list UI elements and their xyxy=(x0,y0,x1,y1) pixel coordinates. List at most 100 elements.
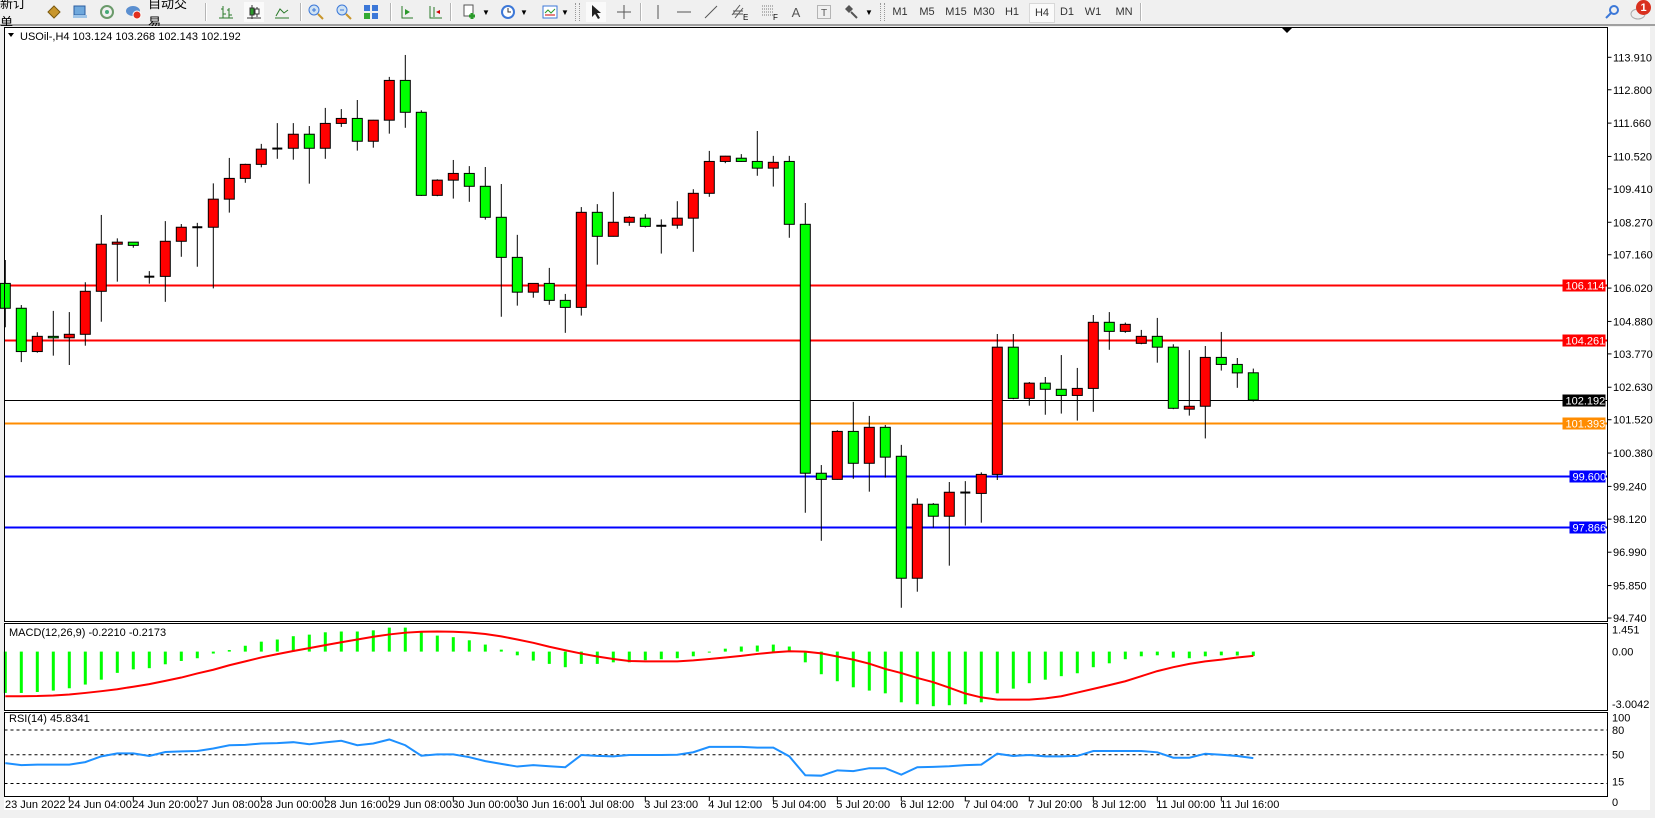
candle[interactable] xyxy=(703,150,715,197)
trendline-icon[interactable] xyxy=(701,2,721,22)
candle[interactable] xyxy=(735,154,747,162)
periods-clock-icon[interactable] xyxy=(498,2,518,22)
candle[interactable] xyxy=(303,126,315,184)
candle[interactable] xyxy=(207,183,219,289)
candle[interactable] xyxy=(847,401,859,479)
chart-shift-icon[interactable] xyxy=(425,2,445,22)
candle[interactable] xyxy=(559,293,571,333)
candle[interactable] xyxy=(1167,344,1179,410)
candle[interactable] xyxy=(1199,345,1211,439)
candle[interactable] xyxy=(239,163,251,183)
candle[interactable] xyxy=(47,310,59,356)
text-icon[interactable]: A xyxy=(791,4,801,20)
candle[interactable] xyxy=(607,191,619,237)
candle[interactable] xyxy=(479,166,491,220)
candle[interactable] xyxy=(1103,312,1115,350)
candle[interactable] xyxy=(927,503,939,528)
candle[interactable] xyxy=(335,109,347,127)
arrows-icon[interactable] xyxy=(843,2,863,22)
templates-icon[interactable] xyxy=(540,2,560,22)
candle[interactable] xyxy=(863,415,875,492)
candle[interactable] xyxy=(960,481,971,526)
candle[interactable] xyxy=(1247,368,1259,402)
candle[interactable] xyxy=(367,119,379,148)
candle[interactable] xyxy=(255,143,267,168)
market-watch-icon[interactable] xyxy=(44,2,64,22)
candle[interactable] xyxy=(831,430,843,480)
candle[interactable] xyxy=(1119,322,1131,333)
candle[interactable] xyxy=(799,202,811,513)
candle[interactable] xyxy=(175,224,187,257)
candle[interactable] xyxy=(943,482,955,566)
vertical-line-icon[interactable] xyxy=(648,2,668,22)
candle[interactable] xyxy=(671,201,683,229)
candle[interactable] xyxy=(591,204,603,265)
candle[interactable] xyxy=(719,155,731,164)
candle[interactable] xyxy=(415,110,427,196)
equidistant-channel-icon[interactable]: E xyxy=(728,2,752,22)
candle[interactable] xyxy=(495,183,507,317)
candle[interactable] xyxy=(639,214,651,228)
candle[interactable] xyxy=(1151,317,1163,363)
timeframe-mn-button[interactable]: MN xyxy=(1115,6,1133,18)
candle[interactable] xyxy=(1023,381,1035,406)
chart-shift-marker-icon[interactable] xyxy=(1282,28,1292,33)
candle[interactable] xyxy=(127,241,139,248)
candle[interactable] xyxy=(1087,314,1099,412)
candle[interactable] xyxy=(991,334,1003,480)
toolbar-grip[interactable] xyxy=(575,3,580,21)
zoom-in-icon[interactable] xyxy=(306,2,326,22)
candle[interactable] xyxy=(911,498,923,592)
auto-scroll-icon[interactable] xyxy=(396,2,416,22)
timeframe-d1-button[interactable]: D1 xyxy=(1059,6,1075,18)
navigator-icon[interactable] xyxy=(70,2,90,22)
candle[interactable] xyxy=(0,260,11,328)
crosshair-icon[interactable] xyxy=(614,2,634,22)
candle[interactable] xyxy=(975,472,987,523)
timeframe-m1-button[interactable]: M1 xyxy=(892,6,908,18)
candle[interactable] xyxy=(463,166,475,202)
fibonacci-icon[interactable]: F xyxy=(758,2,782,22)
horizontal-line-icon[interactable] xyxy=(674,2,694,22)
macd-panel[interactable] xyxy=(3,627,1255,707)
candle[interactable] xyxy=(223,157,235,213)
rsi-panel[interactable] xyxy=(4,729,1608,785)
templates-dropdown-icon[interactable]: ▼ xyxy=(561,7,569,17)
candle[interactable] xyxy=(351,100,363,151)
cursor-icon[interactable] xyxy=(586,2,606,22)
candle[interactable] xyxy=(287,123,299,160)
text-label-icon[interactable]: T xyxy=(814,2,834,22)
timeframe-m5-button[interactable]: M5 xyxy=(919,6,935,18)
candle[interactable] xyxy=(895,444,907,608)
indicators-icon[interactable] xyxy=(460,2,480,22)
timeframe-h1-button[interactable]: H1 xyxy=(1004,6,1020,18)
timeframe-m30-button[interactable]: M30 xyxy=(973,6,995,18)
timeframe-m15-button[interactable]: M15 xyxy=(945,6,967,18)
candle[interactable] xyxy=(783,155,795,238)
candle[interactable] xyxy=(1215,331,1227,371)
candle[interactable] xyxy=(431,179,443,197)
candle[interactable] xyxy=(1231,357,1243,388)
periods-dropdown-icon[interactable]: ▼ xyxy=(520,7,528,17)
candle[interactable] xyxy=(687,189,699,252)
tile-windows-icon[interactable] xyxy=(361,2,381,22)
candle[interactable] xyxy=(319,107,331,159)
candle[interactable] xyxy=(656,219,667,254)
candle[interactable] xyxy=(63,312,75,366)
candlestick-chart-icon[interactable] xyxy=(244,2,264,22)
candle[interactable] xyxy=(159,221,171,302)
candle[interactable] xyxy=(95,214,107,322)
arrows-dropdown-icon[interactable]: ▼ xyxy=(865,7,873,17)
candle[interactable] xyxy=(31,332,43,353)
candle[interactable] xyxy=(144,271,155,284)
candle[interactable] xyxy=(1071,367,1083,421)
candle[interactable] xyxy=(383,76,395,134)
zoom-out-icon[interactable] xyxy=(334,2,354,22)
candle[interactable] xyxy=(1055,355,1067,414)
candle[interactable] xyxy=(815,465,827,541)
candle[interactable] xyxy=(399,54,411,128)
candle[interactable] xyxy=(1183,350,1195,416)
candle[interactable] xyxy=(879,424,891,478)
candle[interactable] xyxy=(1135,329,1147,345)
